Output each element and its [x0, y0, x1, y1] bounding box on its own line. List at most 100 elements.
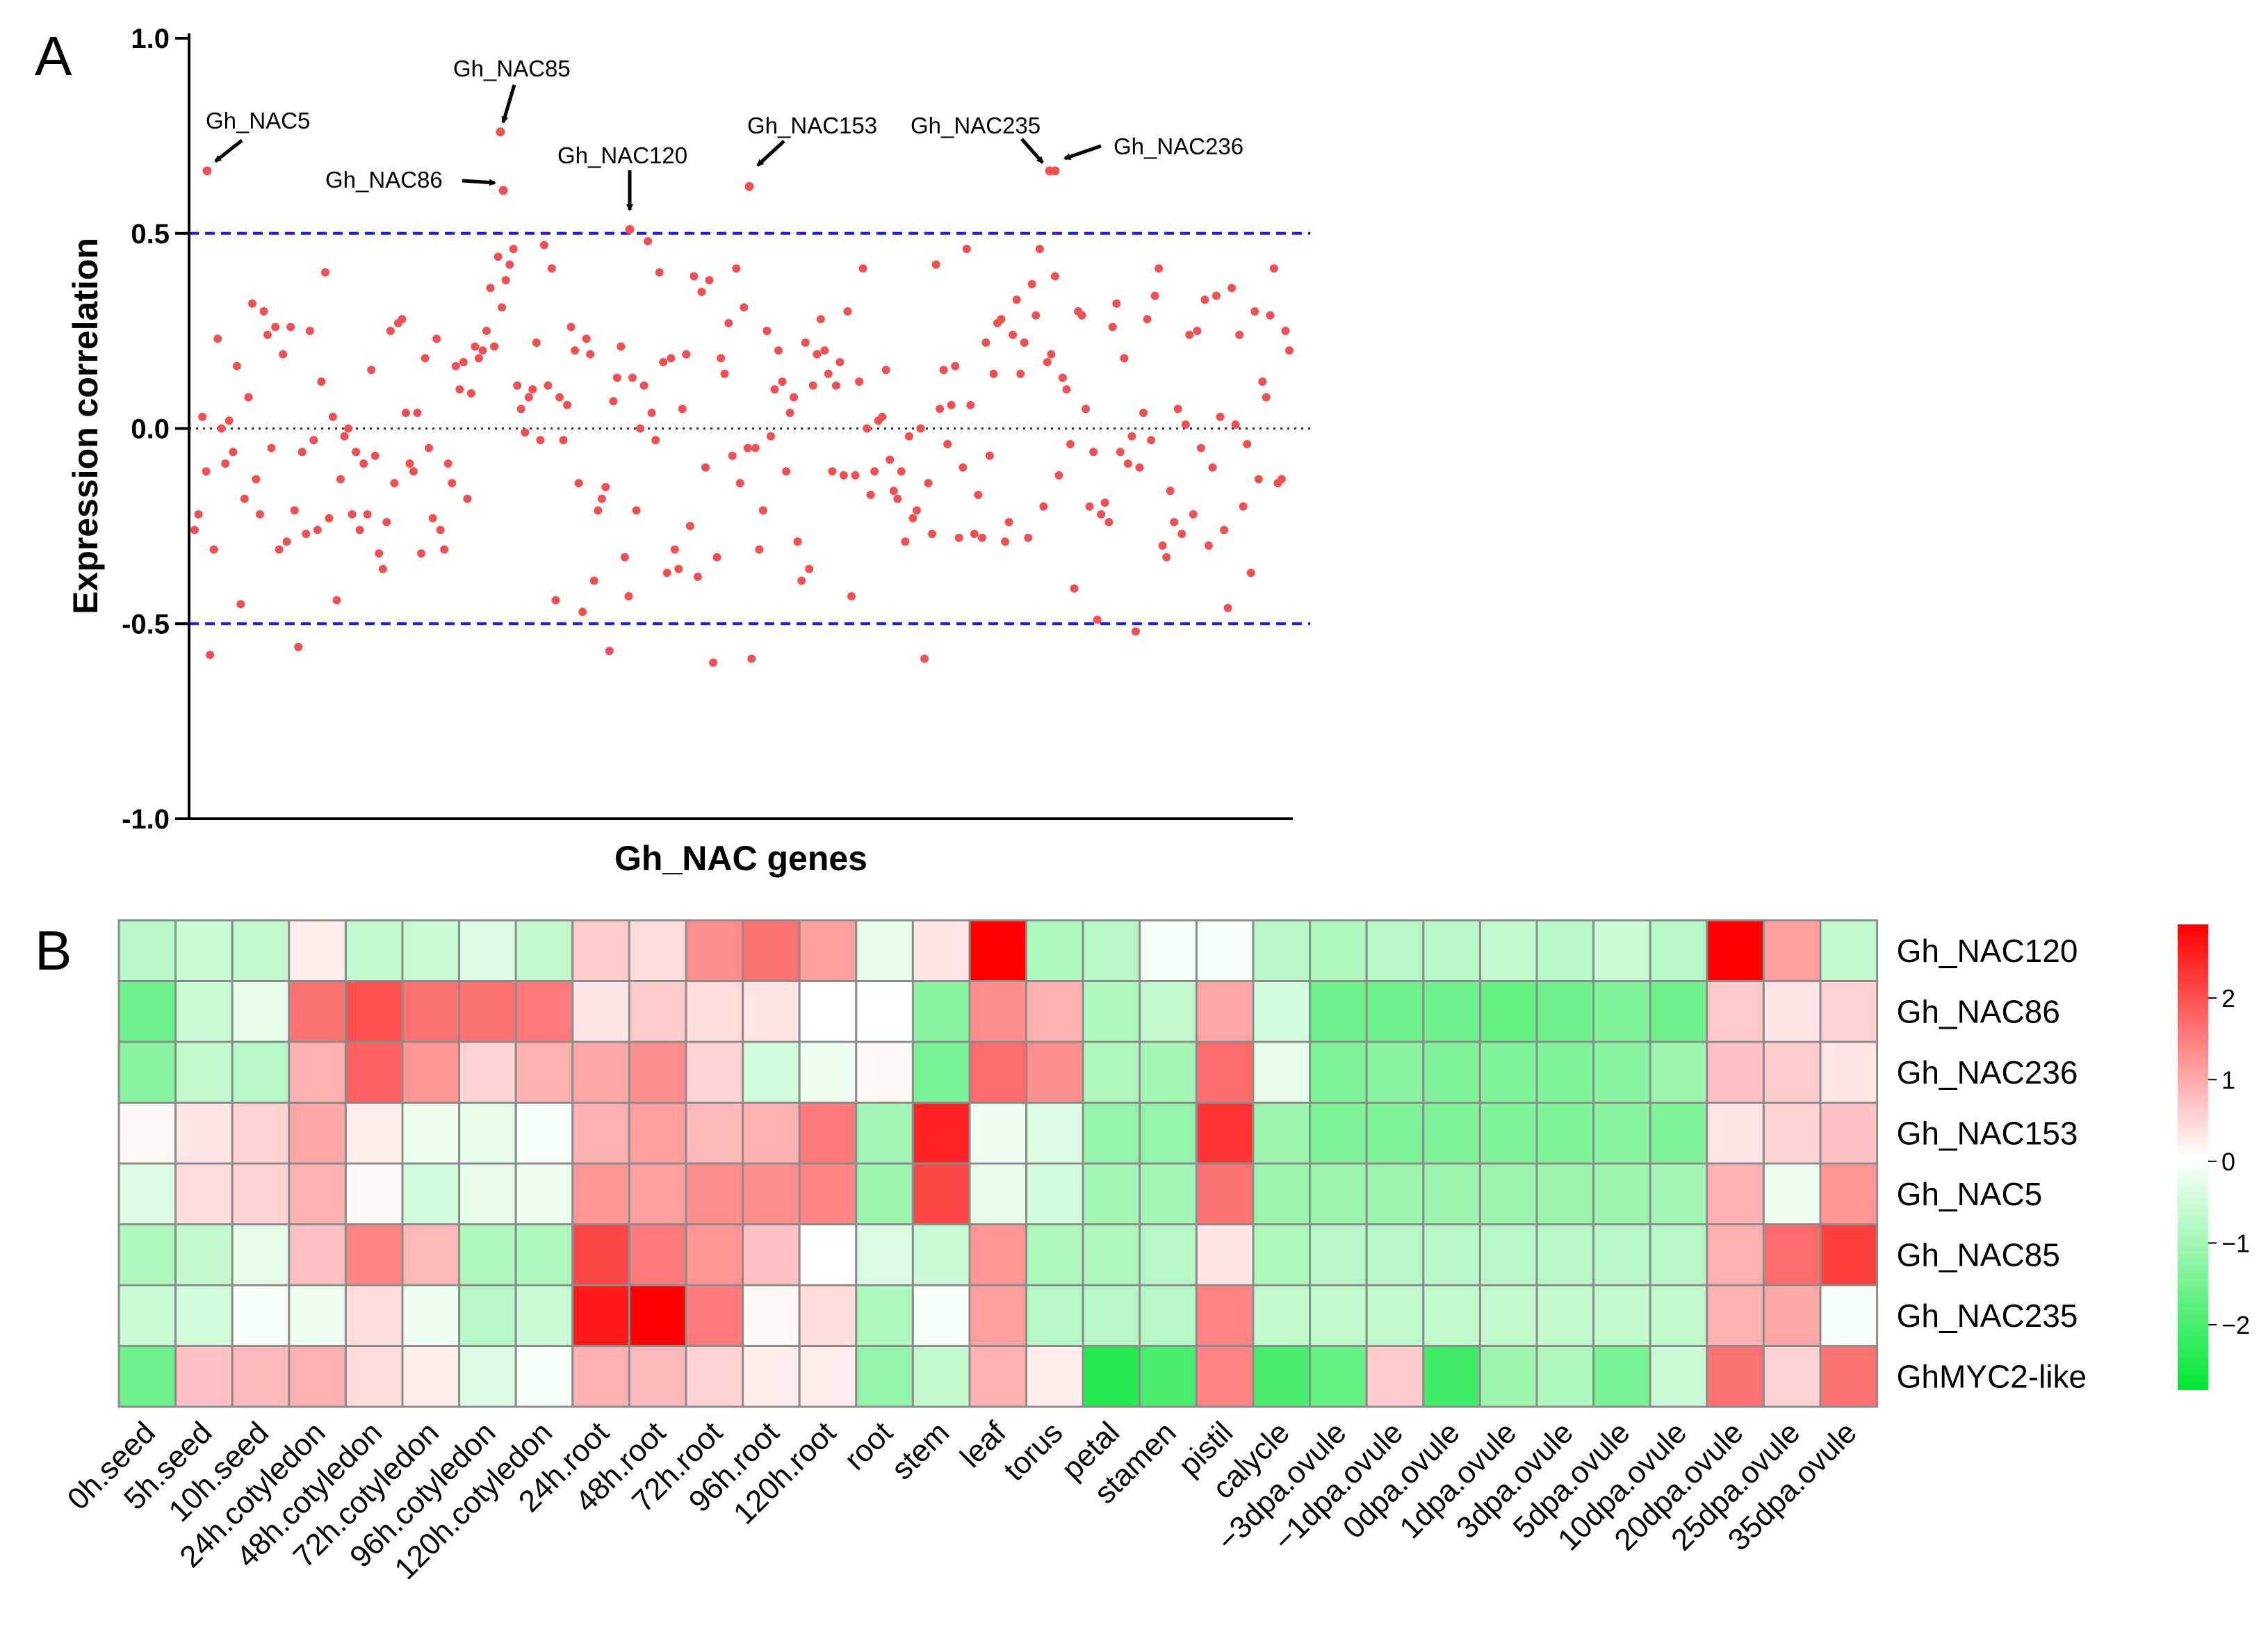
- heatmap-cell: [1592, 980, 1651, 1043]
- data-point: [1177, 530, 1186, 539]
- legend-tick-label: 0: [2221, 1148, 2235, 1176]
- data-point: [493, 252, 503, 261]
- data-point: [1043, 358, 1052, 366]
- data-point: [1239, 502, 1248, 511]
- heatmap-cell: [174, 1162, 234, 1225]
- heatmap-cell: [1762, 1102, 1822, 1165]
- heatmap-cell: [1422, 1040, 1481, 1104]
- data-point: [966, 400, 975, 409]
- data-point: [440, 545, 449, 554]
- data-point: [302, 530, 311, 539]
- data-point: [417, 549, 426, 558]
- heatmap-cell: [628, 919, 687, 982]
- heatmap-cell: [288, 980, 347, 1043]
- data-point: [574, 479, 583, 488]
- heatmap-cell: [1365, 980, 1425, 1043]
- data-point: [1112, 299, 1121, 308]
- heatmap-cell: [1025, 1162, 1084, 1225]
- data-point: [639, 381, 648, 390]
- data-point: [886, 455, 895, 464]
- heatmap-cell: [1309, 1162, 1368, 1225]
- data-point: [1039, 502, 1048, 511]
- y-tick-label: -1.0: [122, 804, 170, 835]
- data-point: [766, 432, 775, 441]
- heatmap-cell: [1025, 919, 1084, 982]
- heatmap-cell: [117, 1102, 177, 1165]
- heatmap-cell: [458, 1345, 517, 1408]
- data-point: [213, 334, 222, 343]
- data-point: [271, 323, 280, 332]
- legend-tick-label: 2: [2221, 984, 2235, 1013]
- heatmap-cell: [1252, 919, 1312, 982]
- heatmap-cell: [174, 1345, 234, 1408]
- y-tick-label: 1.0: [131, 24, 170, 54]
- data-point: [1054, 471, 1063, 480]
- heatmap-cell: [1422, 1284, 1481, 1347]
- heatmap-cell: [1309, 1284, 1368, 1347]
- heatmap-cell: [344, 919, 404, 982]
- data-point: [1150, 291, 1159, 300]
- data-point: [1116, 448, 1125, 457]
- heatmap-cell: [1365, 1345, 1425, 1408]
- data-point: [1266, 311, 1275, 320]
- heatmap-cell: [1706, 1345, 1765, 1408]
- heatmap-cell: [288, 1102, 347, 1165]
- heatmap-cell: [685, 1162, 744, 1225]
- data-point: [594, 506, 603, 515]
- heatmap-cell: [1139, 1040, 1198, 1104]
- heatmap-cell: [514, 1162, 574, 1225]
- data-point: [578, 607, 587, 617]
- data-point: [474, 354, 483, 363]
- y-tick-label: 0.0: [131, 414, 170, 445]
- heatmap-cell: [742, 1284, 801, 1347]
- heatmap-cell: [1365, 1162, 1425, 1225]
- data-point: [717, 354, 726, 363]
- heatmap-cell: [742, 1345, 801, 1408]
- data-point: [1227, 284, 1237, 293]
- heatmap-cell: [1535, 1102, 1595, 1165]
- heatmap-cell: [1762, 919, 1822, 982]
- data-point: [997, 315, 1006, 324]
- data-point: [1216, 412, 1225, 421]
- heatmap-cell: [288, 919, 347, 982]
- heatmap-cell: [911, 1102, 971, 1165]
- data-point: [263, 330, 272, 339]
- heatmap-cell: [1139, 1102, 1198, 1165]
- data-point: [735, 479, 744, 488]
- data-point: [790, 393, 799, 402]
- data-point: [252, 475, 261, 484]
- heatmap-cell: [968, 1223, 1028, 1287]
- heatmap-cell: [742, 1102, 801, 1165]
- data-point: [1166, 487, 1175, 496]
- heatmap-cell: [1365, 919, 1425, 982]
- heatmap-cell: [798, 1040, 858, 1104]
- column-label: torus: [997, 1415, 1070, 1487]
- data-point: [217, 424, 226, 433]
- data-point: [724, 318, 733, 327]
- data-point: [801, 338, 810, 347]
- heatmap-cell: [344, 1223, 404, 1287]
- data-point: [828, 467, 837, 476]
- heatmap-cell: [1478, 1345, 1538, 1408]
- heatmap-cell: [742, 1223, 801, 1287]
- data-point: [509, 245, 518, 254]
- heatmap-cell: [117, 980, 177, 1043]
- data-point: [240, 494, 249, 503]
- heatmap-cell: [1195, 1040, 1255, 1104]
- heatmap-cell: [1309, 980, 1368, 1043]
- data-point: [1281, 327, 1290, 336]
- heatmap-cell: [1592, 1162, 1651, 1225]
- heatmap-cell: [1706, 1284, 1765, 1347]
- data-point: [617, 342, 626, 351]
- heatmap-cell: [1139, 1223, 1198, 1287]
- data-point: [797, 576, 806, 585]
- data-point: [1062, 385, 1071, 394]
- heatmap-cell: [1649, 1162, 1708, 1225]
- data-point: [685, 521, 694, 530]
- heatmap-cell: [401, 1345, 461, 1408]
- heatmap-cell: [1478, 1040, 1538, 1104]
- data-point: [1269, 264, 1278, 273]
- data-point: [375, 549, 384, 558]
- data-point: [951, 361, 960, 370]
- heatmap-cell: [514, 919, 574, 982]
